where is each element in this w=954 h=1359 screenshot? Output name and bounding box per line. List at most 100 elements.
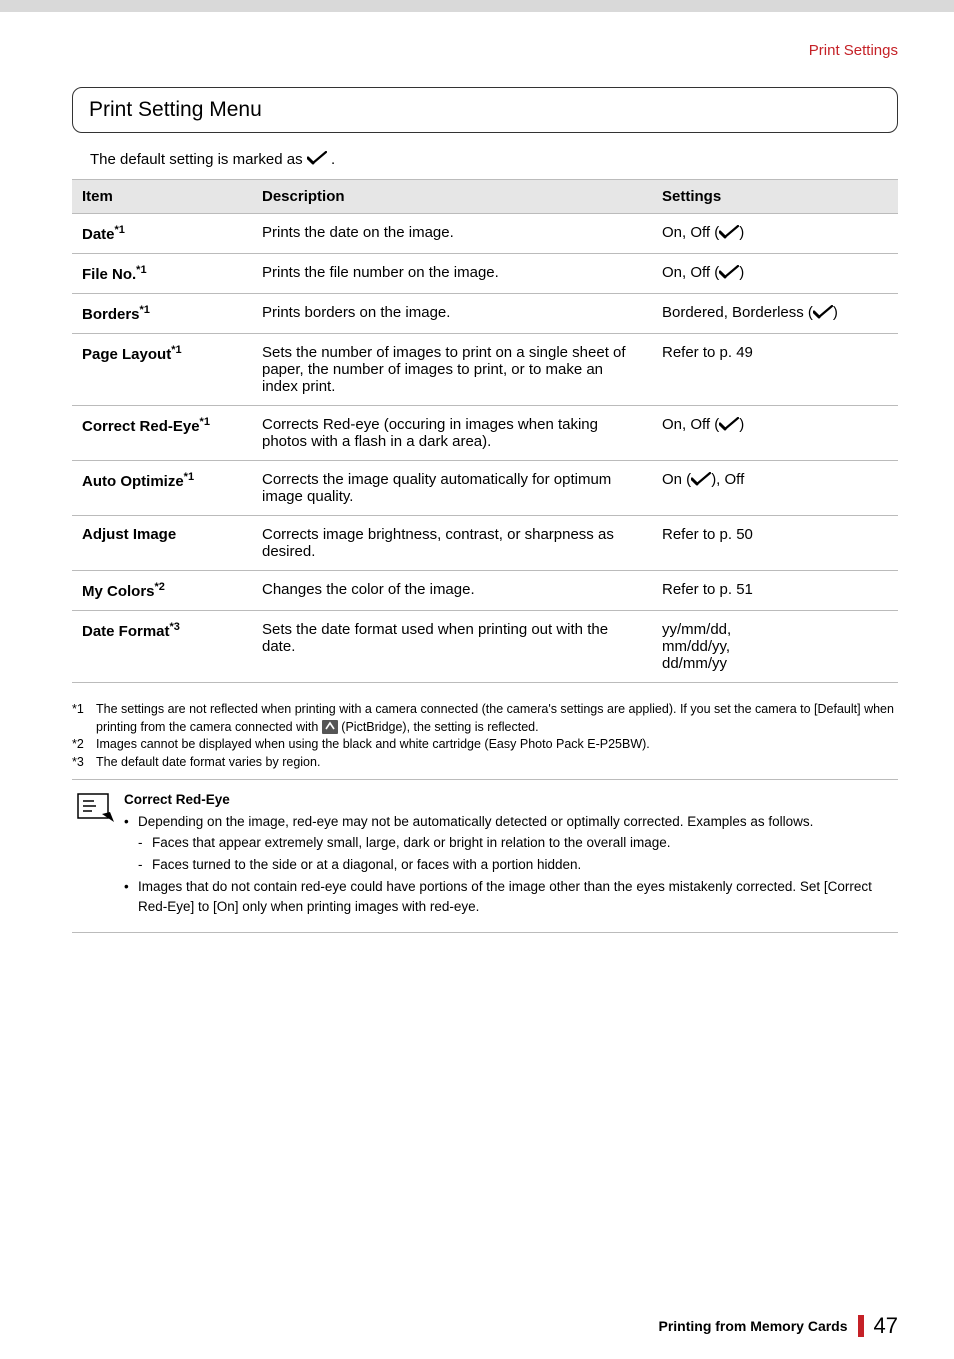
row-item-name: Correct Red-Eye [82, 418, 200, 435]
fn3-mark: *3 [72, 754, 96, 772]
set-suffix: ) [739, 264, 744, 281]
table-row: Adjust Image Corrects image brightness, c… [72, 516, 898, 571]
row-item: Auto Optimize*1 [72, 461, 252, 516]
footnote-3: *3 The default date format varies by reg… [72, 754, 898, 772]
checkmark-icon [691, 472, 711, 490]
row-item-name: Date Format [82, 623, 170, 640]
row-item: File No.*1 [72, 254, 252, 294]
note-bullet-2: Images that do not contain red-eye could… [124, 877, 898, 918]
table-row: File No.*1Prints the file number on the … [72, 254, 898, 294]
row-item-sup: *3 [170, 621, 180, 633]
footnote-2: *2 Images cannot be displayed when using… [72, 736, 898, 754]
row-item-sup: *1 [136, 264, 146, 276]
row-item-sup: *1 [184, 471, 194, 483]
row-settings: Bordered, Borderless () [652, 294, 898, 334]
section-label: Print Settings [72, 42, 898, 59]
table-row: Page Layout*1Sets the number of images t… [72, 334, 898, 406]
col-desc: Description [252, 180, 652, 214]
footer-title: Printing from Memory Cards [658, 1318, 847, 1334]
row-settings: On, Off () [652, 406, 898, 461]
row-desc: Corrects the image quality automatically… [252, 461, 652, 516]
set-prefix: On, Off ( [662, 416, 719, 433]
table-row: Date*1Prints the date on the image.On, O… [72, 214, 898, 254]
row-item-sup: *1 [200, 416, 210, 428]
checkmark-icon [719, 225, 739, 243]
row-desc: Sets the number of images to print on a … [252, 334, 652, 406]
table-row: Auto Optimize*1Corrects the image qualit… [72, 461, 898, 516]
fn3-text: The default date format varies by region… [96, 754, 898, 772]
checkmark-icon [813, 305, 833, 323]
row-item-name: Adjust Image [82, 526, 176, 543]
menu-title-box: Print Setting Menu [72, 87, 898, 133]
set-prefix: On, Off ( [662, 224, 719, 241]
note-sub-1: Faces that appear extremely small, large… [138, 833, 898, 853]
intro-line: The default setting is marked as . [90, 151, 898, 169]
set-suffix: ), Off [711, 471, 744, 488]
row-item: Date Format*3 [72, 611, 252, 683]
row-item-name: Page Layout [82, 346, 171, 363]
checkmark-icon [307, 151, 327, 169]
footnote-1: *1 The settings are not reflected when p… [72, 701, 898, 736]
col-item: Item [72, 180, 252, 214]
note-icon [72, 790, 124, 920]
row-item-sup: *1 [140, 304, 150, 316]
fn1-text: The settings are not reflected when prin… [96, 701, 898, 736]
table-row: Borders*1Prints borders on the image.Bor… [72, 294, 898, 334]
row-settings: On ( ), Off [652, 461, 898, 516]
footnotes: *1 The settings are not reflected when p… [72, 701, 898, 780]
menu-title: Print Setting Menu [89, 98, 881, 122]
note-b1-text: Depending on the image, red-eye may not … [138, 814, 813, 829]
footer-accent-bar [858, 1315, 864, 1337]
row-item-name: Auto Optimize [82, 473, 184, 490]
note-block: Correct Red-Eye Depending on the image, … [72, 790, 898, 933]
set-suffix: ) [739, 224, 744, 241]
set-suffix: ) [739, 416, 744, 433]
page: Print Settings Print Setting Menu The de… [0, 0, 954, 1359]
row-item-sup: *1 [171, 344, 181, 356]
row-desc: Prints the file number on the image. [252, 254, 652, 294]
intro-text: The default setting is marked as [90, 151, 307, 168]
fn1-text-b: (PictBridge), the setting is reflected. [341, 720, 538, 734]
row-item: Borders*1 [72, 294, 252, 334]
table-row: Date Format*3Sets the date format used w… [72, 611, 898, 683]
row-desc: Corrects image brightness, contrast, or … [252, 516, 652, 571]
pictbridge-icon [322, 720, 338, 734]
row-desc: Changes the color of the image. [252, 571, 652, 611]
fn1-mark: *1 [72, 701, 96, 736]
row-item: Correct Red-Eye*1 [72, 406, 252, 461]
set-prefix: Bordered, Borderless ( [662, 304, 813, 321]
row-item: Adjust Image [72, 516, 252, 571]
row-item-name: Date [82, 226, 115, 243]
note-sub-2: Faces turned to the side or at a diagona… [138, 855, 898, 875]
row-desc: Sets the date format used when printing … [252, 611, 652, 683]
note-body: Correct Red-Eye Depending on the image, … [124, 790, 898, 920]
table-header-row: Item Description Settings [72, 180, 898, 214]
page-footer: Printing from Memory Cards 47 [72, 1313, 898, 1339]
row-item-name: My Colors [82, 583, 155, 600]
page-number: 47 [874, 1313, 898, 1339]
row-settings: Refer to p. 50 [652, 516, 898, 571]
row-desc: Prints the date on the image. [252, 214, 652, 254]
top-grey-bar [0, 0, 954, 12]
set-prefix: On, Off ( [662, 264, 719, 281]
row-settings: On, Off () [652, 254, 898, 294]
checkmark-icon [719, 265, 739, 283]
note-bullet-1: Depending on the image, red-eye may not … [124, 812, 898, 875]
row-item: Page Layout*1 [72, 334, 252, 406]
fn2-mark: *2 [72, 736, 96, 754]
row-item: My Colors*2 [72, 571, 252, 611]
checkmark-icon [719, 417, 739, 435]
set-suffix: ) [833, 304, 838, 321]
table-row: Correct Red-Eye*1Corrects Red-eye (occur… [72, 406, 898, 461]
fn2-text: Images cannot be displayed when using th… [96, 736, 898, 754]
row-item-name: Borders [82, 306, 140, 323]
row-settings: yy/mm/dd, mm/dd/yy, dd/mm/yy [652, 611, 898, 683]
row-settings: Refer to p. 49 [652, 334, 898, 406]
note-title: Correct Red-Eye [124, 790, 898, 810]
row-item-sup: *2 [155, 581, 165, 593]
row-settings: On, Off () [652, 214, 898, 254]
set-prefix: On ( [662, 471, 691, 488]
intro-suffix: . [331, 151, 335, 168]
row-desc: Prints borders on the image. [252, 294, 652, 334]
settings-table: Item Description Settings Date*1Prints t… [72, 179, 898, 683]
